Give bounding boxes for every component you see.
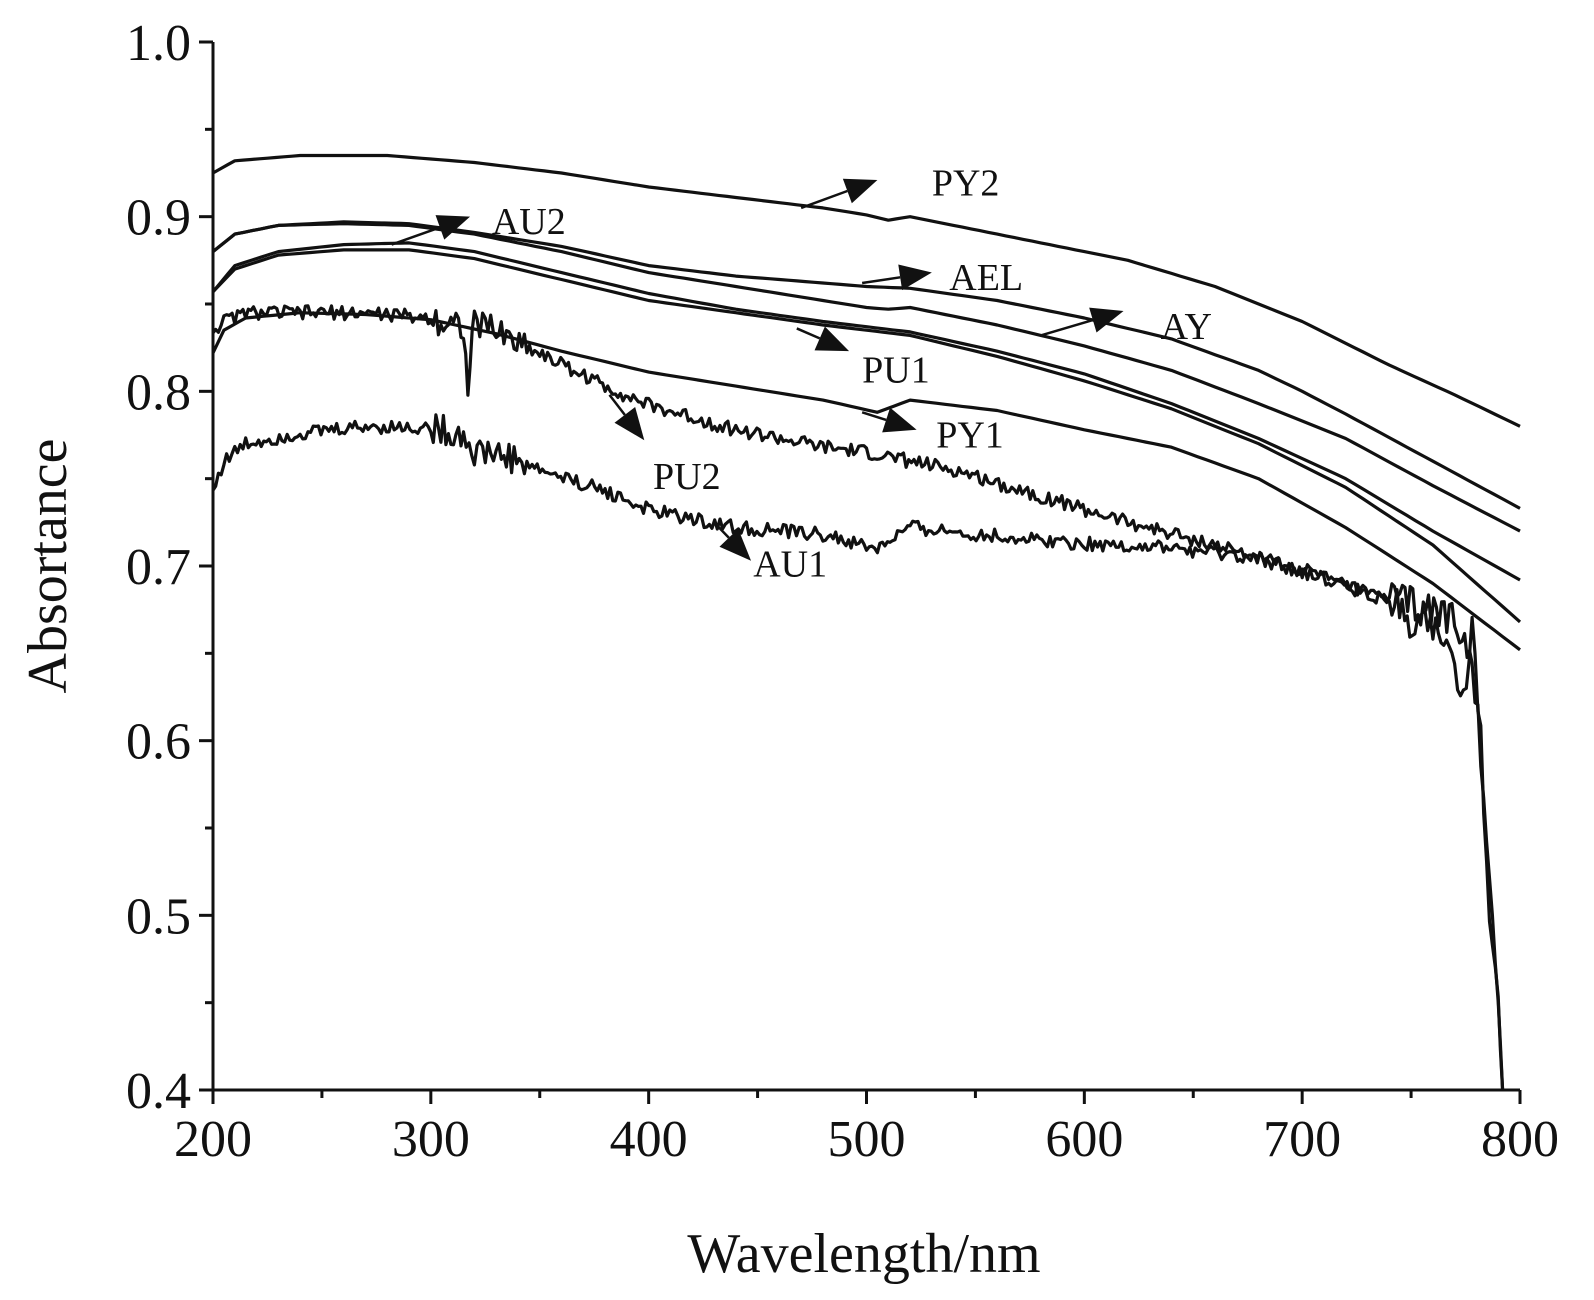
series-label-py2: PY2 [932,163,1000,205]
x-tick-label: 600 [1045,1111,1123,1168]
x-tick-label: 200 [174,1111,252,1168]
series-label-au2: AU2 [492,201,566,243]
x-tick-label: 400 [610,1111,688,1168]
x-tick-label: 500 [828,1111,906,1168]
annotation-arrow-au2 [391,226,441,246]
y-tick-label: 1.0 [126,15,191,72]
series-line-pu1 [211,248,1522,624]
x-tick-label: 300 [392,1111,470,1168]
series-label-py1: PY1 [936,414,1004,456]
series-label-ay: AY [1161,306,1212,348]
annotation-arrowhead-ael [898,264,932,291]
annotation-arrowhead-au2 [435,215,471,240]
y-tick-label: 0.6 [126,714,191,771]
annotation-arrow-au1 [713,521,730,539]
x-axis-title: Wavelength/nm [687,1223,1040,1285]
annotation-arrow-ael [861,276,901,285]
annotation-arrowhead-ay [1089,307,1124,333]
annotation-arrow-pu1 [796,327,821,340]
annotation-arrowhead-pu1 [814,326,850,352]
annotation-arrow-py1 [861,411,887,422]
series-label-ael: AEL [949,257,1023,299]
y-tick-label: 0.9 [126,190,191,247]
series-label-pu2: PU2 [653,456,721,498]
series-label-au1: AU1 [753,544,827,586]
series-line-au2 [212,220,1521,510]
annotation-arrowhead-pu2 [614,406,645,441]
y-tick-label: 0.7 [126,539,191,596]
annotation-arrowhead-py2 [842,178,878,204]
series-label-pu1: PU1 [862,350,930,392]
y-tick-label: 0.5 [126,888,191,945]
x-tick-label: 800 [1481,1111,1559,1168]
annotation-arrow-pu2 [608,394,626,416]
series-line-py2 [212,153,1521,428]
axes-layer: 200 300 400 500 600 700 800 0.4 0.5 0.6 0.7 0.8 0.9 1… [126,15,1559,1168]
y-axis-title: Absortance [17,438,79,693]
annotation-arrowhead-au1 [719,528,752,561]
annotation-arrowhead-py1 [882,407,917,433]
x-tick-label: 700 [1263,1111,1341,1168]
annotation-arrow-py2 [800,189,848,210]
series-line-ay [211,241,1521,582]
series-line-ael [212,222,1521,533]
y-tick-label: 0.8 [126,364,191,421]
series-layer [211,153,1522,1091]
series-line-au1 [211,413,1505,1091]
y-tick-label: 0.4 [126,1063,191,1120]
annotation-arrow-ay [1040,318,1094,337]
series-line-pu2 [211,304,1505,1091]
